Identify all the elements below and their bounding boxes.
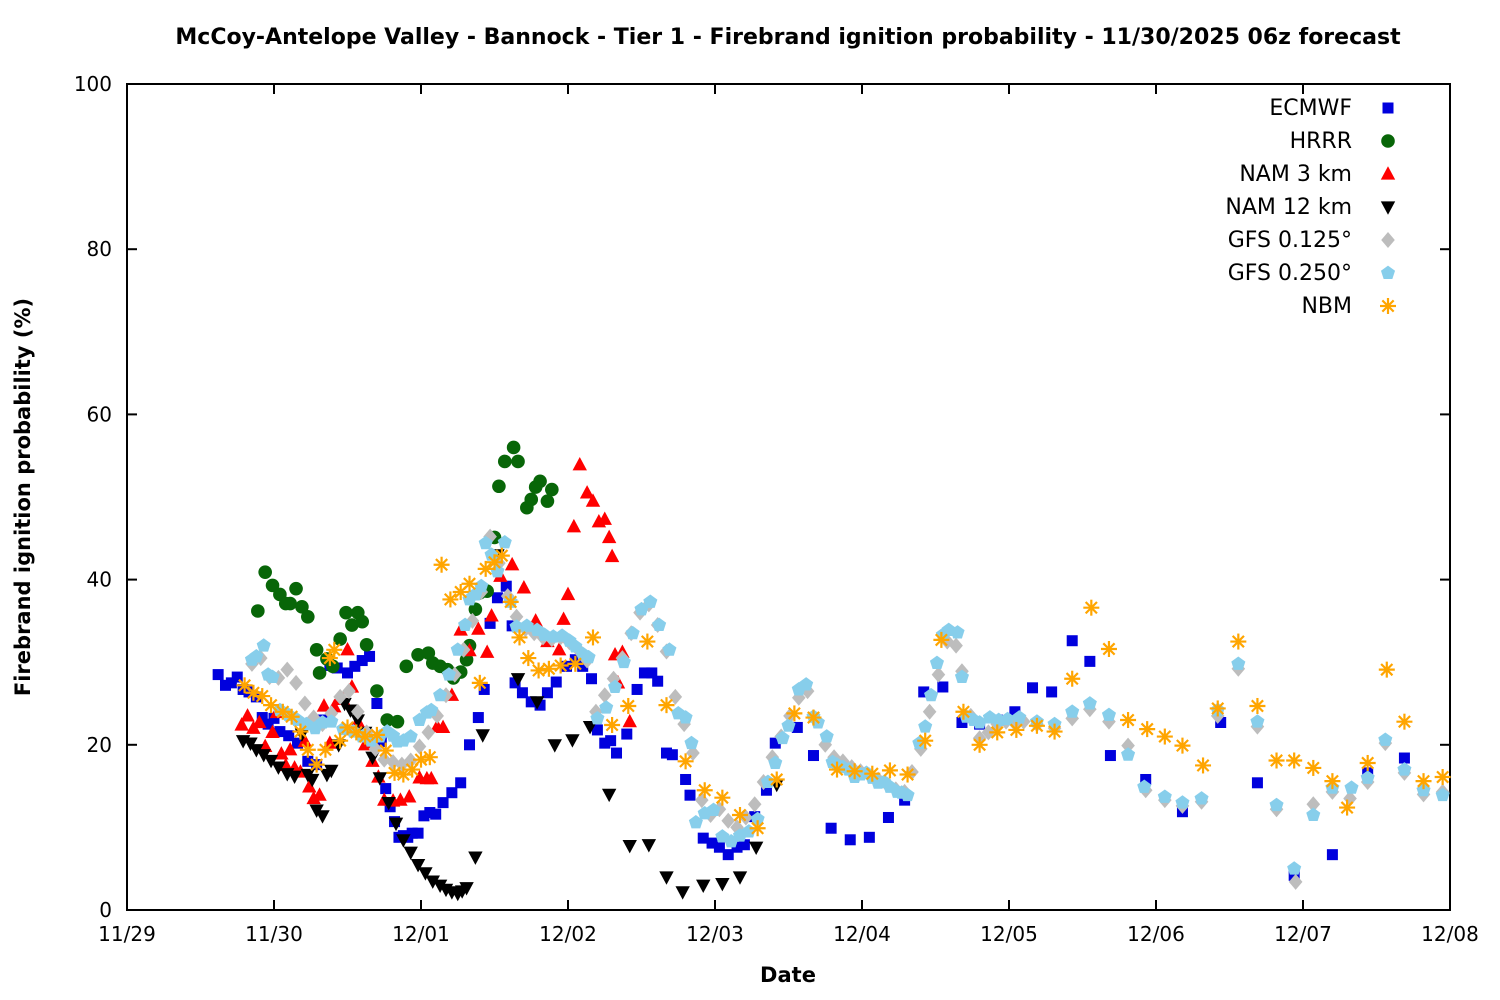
x-tick-label-12-06: 12/06 [1127, 922, 1185, 946]
x-axis-label: Date [760, 963, 816, 987]
chart-title: McCoy-Antelope Valley - Bannock - Tier 1… [175, 25, 1401, 50]
legend-label-gfs-0125: GFS 0.125° [1228, 228, 1352, 253]
y-tick-label-40: 40 [87, 568, 112, 592]
legend-marker-nam-12-km-icon [1380, 201, 1396, 215]
data-points-layer [212, 440, 1451, 902]
y-tick-label-60: 60 [87, 402, 112, 426]
legend-label-hrrr: HRRR [1290, 129, 1352, 154]
legend: ECMWF HRRR NAM 3 km NAM 12 km GFS 0.125°… [1225, 96, 1396, 319]
series-hrrr [251, 440, 559, 729]
y-tick-label-0: 0 [99, 898, 112, 922]
series-gfs-0-250 [244, 535, 1450, 875]
legend-label-nbm: NBM [1301, 294, 1352, 319]
axis-ticks: 11/29 11/30 12/01 12/02 12/03 12/04 12/05 12/06… [74, 72, 1479, 946]
x-tick-label-12-01: 12/01 [392, 922, 450, 946]
series-nam-12-km [235, 549, 784, 902]
x-tick-label-11-30: 11/30 [245, 922, 303, 946]
legend-marker-hrrr-icon [1381, 134, 1395, 148]
y-tick-label-80: 80 [87, 237, 112, 261]
legend-label-ecmwf: ECMWF [1269, 96, 1352, 121]
x-tick-label-12-05: 12/05 [980, 922, 1038, 946]
plot-frame [126, 83, 1451, 911]
series-nam-3-km [234, 456, 637, 807]
legend-label-gfs-0250: GFS 0.250° [1228, 261, 1352, 286]
legend-marker-gfs-0-125-icon [1381, 232, 1395, 248]
x-tick-label-11-29: 11/29 [98, 922, 156, 946]
legend-markers [1380, 102, 1396, 314]
y-tick-label-20: 20 [87, 733, 112, 757]
x-tick-label-12-02: 12/02 [539, 922, 597, 946]
x-tick-label-12-04: 12/04 [833, 922, 891, 946]
legend-marker-nbm-icon [1380, 298, 1396, 314]
y-axis-label: Firebrand ignition probability (%) [11, 298, 35, 696]
x-tick-label-12-08: 12/08 [1421, 922, 1479, 946]
y-tick-label-100: 100 [74, 72, 112, 96]
legend-label-nam-12km: NAM 12 km [1225, 195, 1352, 220]
series-nbm [236, 547, 1451, 837]
x-tick-label-12-03: 12/03 [686, 922, 744, 946]
legend-marker-gfs-0-250-icon [1380, 265, 1396, 279]
legend-marker-nam-3-km-icon [1380, 166, 1396, 180]
x-tick-label-12-07: 12/07 [1274, 922, 1332, 946]
legend-marker-ecmwf-icon [1382, 102, 1394, 114]
legend-label-nam-3km: NAM 3 km [1239, 162, 1352, 187]
